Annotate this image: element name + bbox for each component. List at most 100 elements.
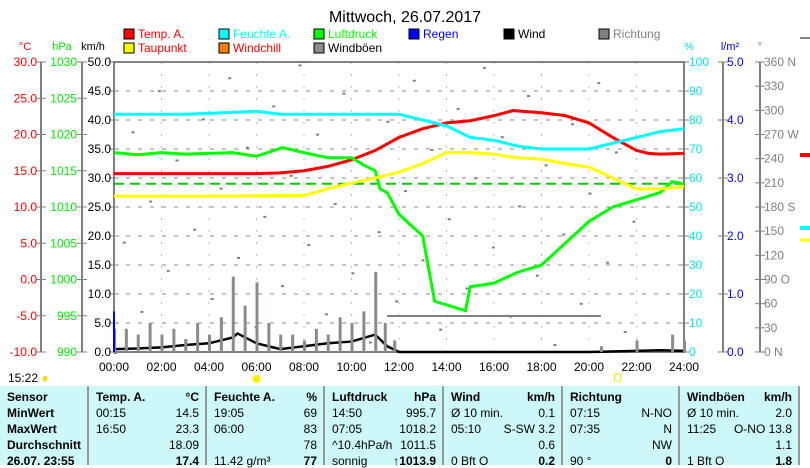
x-tick-label: 18:00 — [526, 360, 556, 374]
table-cell: 26.07. 23:55 — [7, 454, 75, 468]
pressure-axis-unit: hPa — [52, 41, 72, 53]
table-cell: Temp. A. — [96, 390, 146, 404]
direction-point — [122, 241, 126, 244]
windböen-bar — [314, 328, 318, 352]
rain-tick-label: 1.0 — [727, 287, 744, 301]
table-cell: Luftdruck — [332, 390, 388, 404]
windböen-bar — [243, 305, 247, 352]
direction-point — [439, 328, 443, 331]
table-column: Temp. A. °C 00:15 14.5 16:50 23.3 18.09 17.4 — [89, 386, 207, 468]
legend-label-2: Luftdruck — [328, 27, 378, 41]
direction-point — [131, 131, 135, 134]
legend-label-1: Feuchte A. — [233, 27, 290, 41]
table-cell: 23.3 — [175, 422, 199, 436]
x-tick-label: 12:00 — [384, 360, 414, 374]
wind-tick-label: 20.0 — [88, 229, 112, 243]
windböen-bar — [219, 317, 223, 352]
table-cell: 90 ° — [570, 454, 592, 468]
humidity-tick-label: 0 — [689, 345, 696, 359]
x-tick-label: 00:00 — [99, 360, 129, 374]
legend-swatch — [218, 28, 230, 40]
moon-icon — [614, 373, 621, 382]
direction-tick-label: 60 — [764, 297, 778, 311]
windböen-bar — [362, 311, 366, 352]
direction-point — [228, 77, 232, 80]
table-cell: % — [306, 390, 317, 404]
windböen-bar — [338, 317, 342, 352]
direction-tick-label: 30 — [764, 321, 778, 335]
windböen-bar — [267, 323, 271, 352]
x-tick-label: 06:00 — [241, 360, 271, 374]
direction-point — [597, 82, 601, 85]
direction-point — [149, 200, 153, 203]
table-cell: Ø 10 min. — [687, 406, 740, 420]
x-tick-label: 08:00 — [289, 360, 319, 374]
table-cell: 995.7 — [405, 406, 436, 420]
legend-label-3: Regen — [423, 27, 458, 41]
table-cell: 14.5 — [175, 406, 199, 420]
table-cell: hPa — [413, 390, 436, 404]
direction-tick-label: 90 O — [764, 273, 790, 287]
direction-point — [456, 107, 460, 110]
direction-point — [562, 233, 566, 236]
feuchte-a--line — [114, 109, 685, 151]
clock-label: 15:22 — [8, 371, 39, 385]
direction-point — [377, 231, 381, 234]
direction-point — [614, 151, 618, 154]
table-cell: Wind — [451, 390, 481, 404]
table-cell: 0.6 — [538, 438, 555, 452]
table-cell: ↑1013.9 — [393, 454, 436, 468]
rain-tick-label: 5.0 — [727, 55, 744, 69]
direction-point — [491, 246, 495, 249]
chart-title: Mittwoch, 26.07.2017 — [329, 9, 481, 26]
direction-point — [140, 310, 144, 313]
temp-tick-label: 5.0 — [20, 236, 37, 250]
humidity-tick-label: 30 — [689, 258, 703, 272]
table-cell: 83 — [303, 422, 317, 436]
luftdruck-line — [113, 145, 685, 313]
pressure-tick-label: 1020 — [50, 128, 77, 142]
table-column: Richtung 07:15 N-NO 07:35 N NW 90 ° 0 — [563, 386, 680, 468]
direction-point — [465, 287, 469, 290]
windböen-bar — [393, 340, 397, 352]
table-column: Windböen km/h Ø 10 min. 2.0 11:25 O-NO 13.8 1.… — [680, 386, 800, 468]
legend-label-0: Temp. A. — [138, 27, 185, 41]
clock-time: 15:22 ● — [8, 371, 49, 385]
table-column: Sensor MinWert MaxWert Durchschnitt 26.07. 2… — [0, 386, 89, 468]
x-tick-label: 10:00 — [336, 360, 366, 374]
direction-point — [219, 187, 223, 190]
table-cell: 1.1 — [775, 438, 792, 452]
direction-point — [474, 177, 478, 180]
wind-tick-label: 35.0 — [88, 142, 112, 156]
windböen-bar — [383, 323, 387, 352]
temp-tick-label: 0.0 — [20, 273, 37, 287]
wind-tick-label: 5.0 — [94, 316, 111, 330]
windböen-bar — [124, 328, 128, 352]
table-cell: NW — [652, 438, 672, 452]
direction-point — [579, 302, 583, 305]
direction-point — [553, 343, 557, 346]
x-tick-label: 22:00 — [621, 360, 651, 374]
windböen-bar — [279, 334, 283, 352]
table-cell: °C — [185, 390, 199, 404]
legend-swatch — [313, 42, 325, 54]
direction-tick-label: 330 — [764, 79, 784, 93]
wind-tick-label: 25.0 — [88, 200, 112, 214]
humidity-tick-label: 40 — [689, 229, 703, 243]
direction-point — [263, 215, 267, 218]
legend-swatch — [218, 42, 230, 54]
table-cell: 2.0 — [775, 406, 792, 420]
legend-label-8: Windböen — [328, 41, 382, 55]
table-cell: 0 — [665, 454, 672, 468]
windböen-bar — [196, 323, 200, 352]
wind-tick-label: 30.0 — [88, 171, 112, 185]
windböen-bar — [231, 276, 235, 352]
table-cell: 14:50 — [332, 406, 363, 420]
temp-tick-label: 20.0 — [14, 128, 38, 142]
table-cell: 0.1 — [538, 406, 555, 420]
windböen-bar — [160, 334, 164, 352]
table-cell: 07:15 — [570, 406, 601, 420]
legend-swatch — [313, 28, 325, 40]
temp-tick-label: -10.0 — [10, 345, 38, 359]
wind-tick-label: 0.0 — [94, 345, 111, 359]
